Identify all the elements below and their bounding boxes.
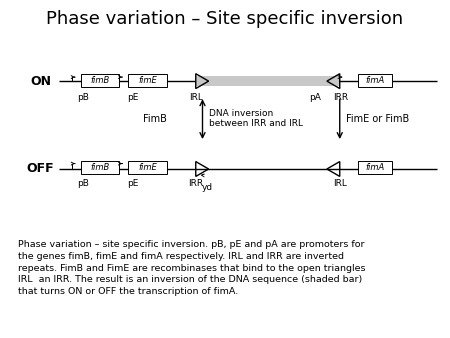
Text: ON: ON [30,75,51,88]
Text: fimA: fimA [365,76,384,85]
Text: fimB: fimB [90,163,110,172]
Text: pB: pB [77,179,89,188]
Text: Phase variation – site specific inversion. pB, pE and pA are promoters for
the g: Phase variation – site specific inversio… [18,240,365,296]
Text: fimB: fimB [90,76,110,85]
Text: DNA inversion
between IRR and IRL: DNA inversion between IRR and IRL [209,108,303,128]
FancyBboxPatch shape [358,161,392,174]
Text: fimE: fimE [138,163,157,172]
Text: pB: pB [77,93,89,102]
Text: IRR: IRR [188,179,203,188]
Text: FimE or FimB: FimE or FimB [346,114,410,124]
FancyBboxPatch shape [196,76,340,86]
Text: pA: pA [309,93,321,102]
FancyBboxPatch shape [358,74,392,87]
Text: fimA: fimA [365,163,384,172]
FancyBboxPatch shape [128,161,166,174]
Text: IRL: IRL [333,179,346,188]
FancyBboxPatch shape [128,74,166,87]
Text: IRL: IRL [189,93,202,102]
Text: pE: pE [127,93,139,102]
Text: pE: pE [127,179,139,188]
Text: yd: yd [202,183,212,192]
Text: OFF: OFF [27,163,54,175]
FancyBboxPatch shape [81,161,119,174]
Text: Phase variation – Site specific inversion: Phase variation – Site specific inversio… [46,10,404,28]
Text: IRR: IRR [333,93,348,102]
Text: FimB: FimB [143,114,166,124]
Text: fimE: fimE [138,76,157,85]
FancyBboxPatch shape [81,74,119,87]
